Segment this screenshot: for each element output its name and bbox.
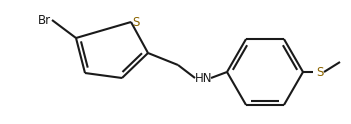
Text: Br: Br <box>38 14 51 27</box>
Text: S: S <box>316 65 323 78</box>
Text: HN: HN <box>195 72 212 84</box>
Text: S: S <box>132 16 139 29</box>
